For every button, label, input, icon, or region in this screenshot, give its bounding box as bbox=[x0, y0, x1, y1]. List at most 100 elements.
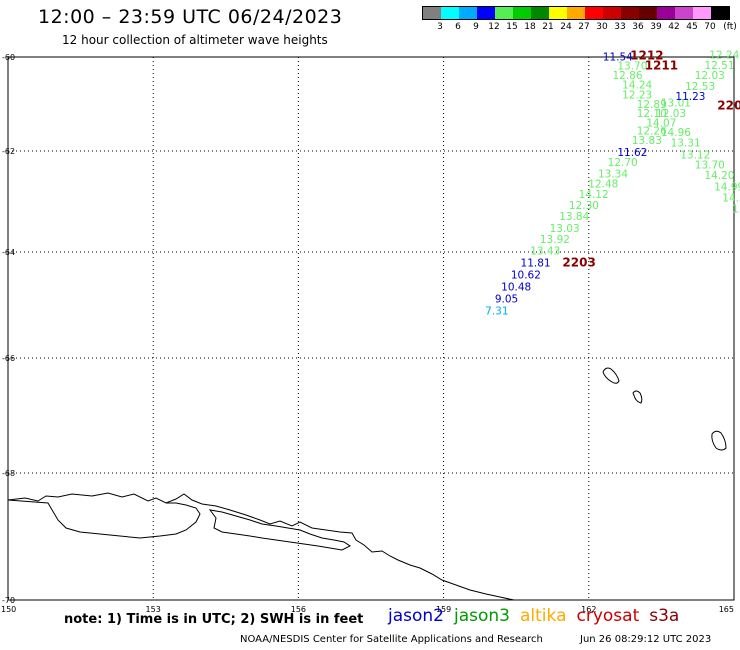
wave-height-value: 11.23 bbox=[675, 91, 705, 103]
legend-swatch bbox=[441, 7, 459, 19]
wave-height-value: 13.31 bbox=[671, 137, 701, 149]
legend-swatch bbox=[423, 7, 441, 19]
island-1 bbox=[602, 367, 620, 384]
map-grid bbox=[8, 57, 734, 600]
wave-height-value: 13.70 bbox=[617, 61, 647, 73]
wave-height-value: 13.01 bbox=[661, 97, 691, 109]
legend-label: 15 bbox=[506, 22, 518, 32]
coastline bbox=[7, 367, 727, 601]
legend-label: 12 bbox=[488, 22, 500, 32]
legend-label: 21 bbox=[542, 22, 554, 32]
legend-swatches bbox=[422, 6, 730, 20]
wave-height-value: 14.24 bbox=[622, 79, 652, 91]
legend-label: 33 bbox=[614, 22, 626, 32]
satellite-name-altika: altika bbox=[520, 606, 567, 626]
lon-tick-label: 162 bbox=[581, 605, 596, 614]
lon-tick-label: 159 bbox=[436, 605, 451, 614]
coastline-peninsula bbox=[208, 509, 351, 551]
credit-text: NOAA/NESDIS Center for Satellite Applica… bbox=[240, 634, 543, 645]
page-title: 12:00 – 23:59 UTC 06/24/2023 bbox=[38, 6, 343, 28]
lat-tick-label: -70 bbox=[2, 596, 15, 605]
lat-tick-label: -60 bbox=[2, 53, 15, 62]
legend-label: 3 bbox=[437, 22, 443, 32]
lon-tick-label: 156 bbox=[291, 605, 306, 614]
generated-timestamp: Jun 26 08:29:12 UTC 2023 bbox=[580, 634, 712, 645]
legend-swatch bbox=[711, 7, 729, 19]
legend-label: 24 bbox=[560, 22, 572, 32]
legend-swatch bbox=[693, 7, 711, 19]
wave-height-value: 12.53 bbox=[685, 81, 715, 93]
legend-label: 36 bbox=[632, 22, 644, 32]
wave-height-value: 12.70 bbox=[608, 157, 638, 169]
lat-tick-label: -62 bbox=[2, 147, 15, 156]
wave-height-value: 14.20 bbox=[704, 170, 734, 182]
wave-height-value: 13.12 bbox=[680, 150, 710, 162]
wave-height-points: 11.5413.7012.8614.2412.2312.8912.1013.01… bbox=[485, 49, 740, 317]
island-2 bbox=[632, 390, 643, 404]
wave-height-value: 13 bbox=[732, 204, 740, 216]
antarctic-coastline bbox=[7, 492, 515, 601]
wave-height-value: 12.51 bbox=[704, 60, 734, 72]
satellite-legend: jason2 jason3 altika cryosat s3a bbox=[388, 606, 689, 626]
wave-height-value: 12.10 bbox=[637, 108, 667, 120]
wave-height-value: 11.81 bbox=[521, 257, 551, 269]
legend-swatch bbox=[513, 7, 531, 19]
island-3 bbox=[711, 430, 727, 451]
wave-height-value: 12.24 bbox=[709, 49, 739, 61]
legend-swatch bbox=[657, 7, 675, 19]
lat-tick-label: -66 bbox=[2, 354, 15, 363]
legend-swatch bbox=[639, 7, 657, 19]
wave-height-value: 11.54 bbox=[603, 51, 633, 63]
legend-label: 6 bbox=[455, 22, 461, 32]
wave-height-value: 13.70 bbox=[695, 160, 725, 172]
lon-tick-label: 165 bbox=[719, 605, 734, 614]
wave-height-value: 9.05 bbox=[495, 293, 518, 305]
legend-label: 18 bbox=[524, 22, 536, 32]
legend-swatch bbox=[585, 7, 603, 19]
map-frame bbox=[7, 56, 735, 601]
wave-height-value: 13.83 bbox=[632, 135, 662, 147]
legend-swatch bbox=[495, 7, 513, 19]
legend-label: 39 bbox=[650, 22, 662, 32]
satellite-name-jason3: jason3 bbox=[454, 606, 510, 626]
wave-height-value: 13.92 bbox=[540, 234, 570, 246]
lat-tick-label: -64 bbox=[2, 248, 15, 257]
wave-height-value: 14.99 bbox=[714, 181, 740, 193]
legend-swatch bbox=[459, 7, 477, 19]
legend-swatch bbox=[531, 7, 549, 19]
satellite-name-s3a: s3a bbox=[649, 606, 680, 626]
footer-note: note: 1) Time is in UTC; 2) SWH is in fe… bbox=[64, 612, 364, 627]
lon-tick-label: 150 bbox=[1, 605, 16, 614]
wave-height-value: 12.03 bbox=[695, 70, 725, 82]
legend-label: 45 bbox=[686, 22, 698, 32]
coastline-inlet bbox=[7, 499, 201, 539]
legend-label: (ft) bbox=[723, 22, 737, 32]
legend-swatch bbox=[621, 7, 639, 19]
legend-swatch bbox=[675, 7, 693, 19]
wave-height-value: 12.23 bbox=[622, 89, 652, 101]
track-time-label: 2203 bbox=[562, 255, 595, 269]
wave-height-value: 13.84 bbox=[559, 211, 589, 223]
wave-height-value: 13.34 bbox=[598, 168, 628, 180]
legend-swatch bbox=[603, 7, 621, 19]
track-time-label: 1212 bbox=[630, 48, 663, 62]
legend-labels: 3 6 9 12 15 18 21 24 27 30 33 36 39 42 45 70 (ft) bbox=[422, 20, 737, 32]
wave-height-value: 13.43 bbox=[530, 246, 560, 258]
wave-height-value: 12.03 bbox=[656, 108, 686, 120]
legend-label: 27 bbox=[578, 22, 590, 32]
wave-height-value: 14.12 bbox=[579, 189, 609, 201]
legend-label: 30 bbox=[596, 22, 608, 32]
wave-height-value: 14.96 bbox=[661, 127, 691, 139]
wave-height-value: 14.3 bbox=[722, 193, 740, 205]
satellite-name-jason2: jason2 bbox=[388, 606, 444, 626]
lon-tick-label: 153 bbox=[146, 605, 161, 614]
legend-swatch bbox=[549, 7, 567, 19]
page-subtitle: 12 hour collection of altimeter wave hei… bbox=[62, 33, 328, 47]
wave-height-value: 12.30 bbox=[569, 200, 599, 212]
legend-label: 42 bbox=[668, 22, 680, 32]
wave-height-value: 12.86 bbox=[612, 70, 642, 82]
